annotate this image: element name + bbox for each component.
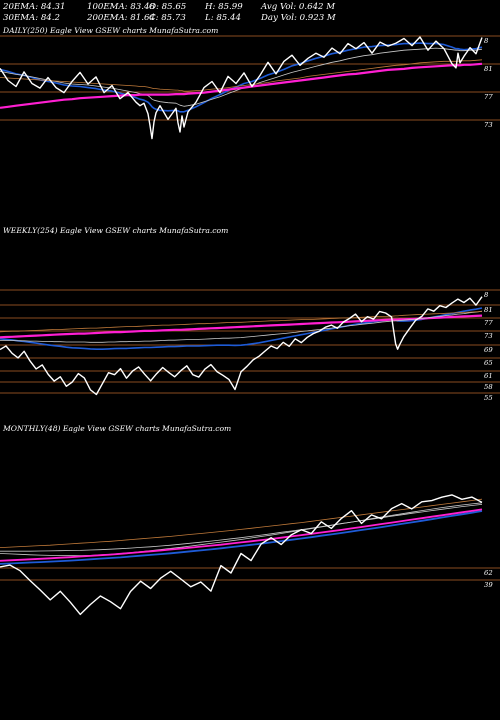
y-tick-label: 61 xyxy=(484,372,493,380)
series-line-price xyxy=(0,494,483,616)
y-tick-label: 8 xyxy=(484,291,489,299)
series-line-orange xyxy=(0,311,483,333)
ema100-value: 100EMA: 83.48 xyxy=(87,2,155,12)
weekly-chart-label: WEEKLY(254) Eagle View GSEW charts Munaf… xyxy=(3,226,229,235)
ema20-value: 20EMA: 84.31 xyxy=(3,2,66,12)
series-line-orange xyxy=(0,498,483,548)
y-tick-label: 77 xyxy=(484,93,493,101)
daily-chart-label: DAILY(250) Eagle View GSEW charts Munafa… xyxy=(3,26,219,35)
avg-vol-value: Avg Vol: 0.642 M xyxy=(261,2,336,12)
y-tick-label: 73 xyxy=(484,332,493,340)
series-line-20ema xyxy=(0,307,483,351)
series-line-price xyxy=(0,36,483,140)
series-line-200ema xyxy=(0,62,483,109)
monthly-chart-label: MONTHLY(48) Eagle View GSEW charts Munaf… xyxy=(3,424,232,433)
series-line-100ema xyxy=(0,59,483,92)
stats-header: 20EMA: 84.31 100EMA: 83.48O: 85.65 H: 85.9… xyxy=(3,2,336,23)
series-line-30ema xyxy=(0,47,483,107)
y-tick-label: 62 xyxy=(484,569,493,577)
series-line-price xyxy=(0,296,483,396)
y-tick-label: 81 xyxy=(484,306,493,314)
day-vol-value: Day Vol: 0.923 M xyxy=(261,12,336,23)
y-tick-label: 81 xyxy=(484,65,493,73)
y-tick-label: 58 xyxy=(484,383,493,391)
close-value: C: 85.73 xyxy=(149,12,186,23)
series-line-30ema xyxy=(0,504,483,552)
y-tick-label: 65 xyxy=(484,359,493,367)
y-tick-label: 69 xyxy=(484,346,493,354)
stats-row-1: 20EMA: 84.31 100EMA: 83.48O: 85.65 H: 85.9… xyxy=(3,2,336,13)
series-line-20ema xyxy=(0,42,483,113)
ema200-value: 200EMA: 81.64 xyxy=(87,12,155,23)
series-line-200ema xyxy=(0,508,483,562)
stats-row-2: 30EMA: 84.2 200EMA: 81.64C: 85.73 L: 85.44… xyxy=(3,13,336,24)
y-tick-label: 8 xyxy=(484,37,489,45)
ema30-value: 30EMA: 84.2 xyxy=(3,12,60,23)
y-tick-label: 73 xyxy=(484,121,493,129)
low-value: L: 85.44 xyxy=(205,12,241,23)
high-value: H: 85.99 xyxy=(205,2,243,12)
y-tick-label: 55 xyxy=(484,394,493,402)
open-value: O: 85.65 xyxy=(149,2,187,12)
series-line-100ema xyxy=(0,510,483,565)
series-line-200ema xyxy=(0,314,483,339)
y-tick-label: 77 xyxy=(484,319,493,327)
y-tick-label: 39 xyxy=(484,581,493,589)
series-line-100ema xyxy=(0,310,483,343)
